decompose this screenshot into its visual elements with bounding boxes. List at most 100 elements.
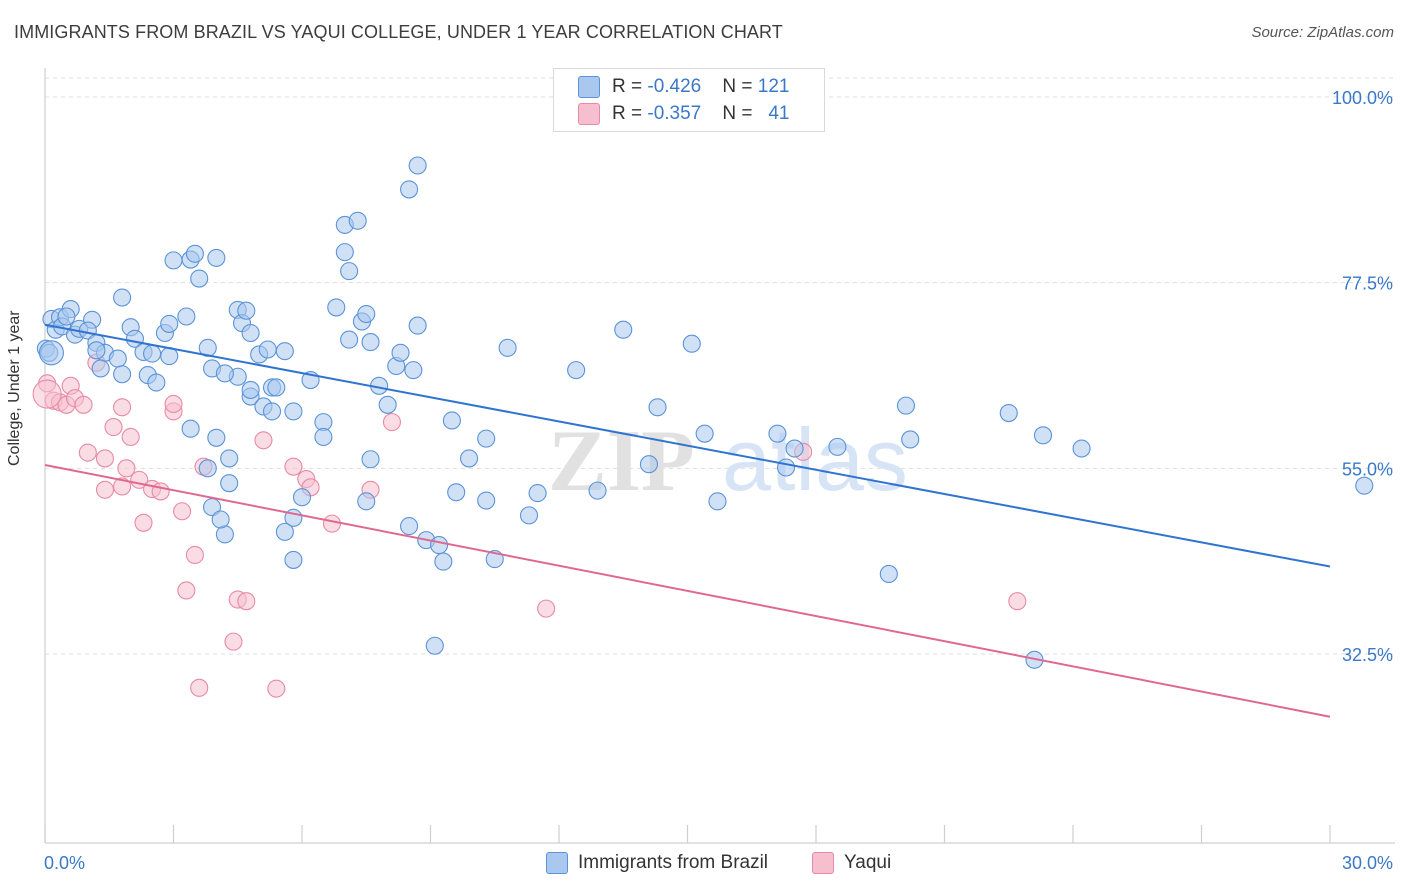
data-point: [220, 449, 239, 468]
data-point: [147, 373, 166, 392]
bottom-legend-label-brazil: Immigrants from Brazil: [578, 852, 769, 873]
data-point: [275, 342, 294, 361]
data-point: [108, 349, 127, 368]
tick-labels: 100.0% 77.5% 55.0% 32.5% 0.0% 30.0%: [44, 88, 1393, 873]
data-point: [361, 450, 380, 469]
data-point: [442, 411, 461, 430]
y-axis-label: College, Under 1 year: [6, 310, 23, 466]
data-point: [284, 457, 303, 476]
data-point: [434, 552, 453, 571]
data-point: [78, 443, 97, 462]
data-point: [459, 449, 479, 468]
data-point: [185, 545, 204, 565]
legend: R = -0.426 N = 121 R = -0.357 N = 41: [553, 68, 825, 132]
data-point: [477, 429, 496, 448]
data-point: [314, 427, 333, 447]
data-point: [215, 364, 234, 383]
source-label: Source: ZipAtlas.com: [1251, 24, 1394, 41]
data-point: [198, 459, 217, 478]
data-point: [327, 298, 346, 317]
data-point: [95, 449, 115, 468]
data-point: [160, 314, 179, 333]
data-point: [181, 419, 200, 438]
data-point: [400, 517, 419, 536]
data-point: [134, 513, 153, 532]
data-point: [357, 304, 376, 324]
data-point: [1355, 476, 1374, 495]
data-point: [695, 424, 714, 443]
data-point: [164, 394, 183, 414]
data-point: [340, 262, 359, 281]
series-yaqui-points: [32, 353, 1027, 698]
data-point: [173, 502, 192, 521]
data-point: [113, 477, 132, 496]
data-point: [151, 482, 170, 501]
data-point: [404, 361, 423, 380]
data-point: [348, 211, 367, 230]
data-point: [117, 459, 136, 478]
data-point: [708, 492, 727, 511]
data-point: [498, 338, 517, 357]
data-point: [220, 474, 239, 493]
data-point: [340, 330, 359, 349]
data-point: [143, 344, 162, 363]
watermark: ZIP atlas: [548, 410, 908, 510]
data-point: [74, 395, 93, 414]
data-point: [241, 380, 260, 399]
data-point: [648, 398, 667, 417]
data-point: [879, 564, 898, 584]
data-point: [164, 251, 183, 270]
data-point: [258, 340, 277, 359]
watermark-atlas: atlas: [722, 410, 908, 509]
data-point: [896, 396, 916, 415]
data-point: [57, 307, 76, 326]
data-point: [121, 427, 140, 447]
data-point: [91, 359, 110, 378]
data-point: [292, 488, 312, 507]
legend-swatch-brazil: [578, 76, 600, 98]
data-point: [425, 636, 444, 655]
data-point: [519, 506, 539, 525]
data-point: [776, 458, 796, 477]
data-point: [207, 248, 226, 267]
data-point: [113, 398, 132, 417]
data-point: [768, 424, 787, 443]
bottom-legend-label-yaqui: Yaqui: [844, 852, 892, 873]
data-point: [901, 430, 920, 449]
data-point: [335, 243, 354, 262]
data-point: [528, 484, 547, 503]
data-point: [588, 481, 607, 500]
data-point: [267, 679, 286, 698]
data-point: [382, 413, 402, 432]
data-point: [537, 599, 556, 618]
data-point: [211, 510, 230, 529]
data-point: [391, 343, 410, 362]
data-point: [275, 522, 294, 541]
data-point: [639, 455, 659, 474]
data-point: [254, 431, 273, 450]
data-point: [682, 334, 701, 353]
data-point: [1072, 439, 1091, 458]
data-point: [190, 678, 209, 697]
x-tick-label: 30.0%: [1342, 853, 1393, 873]
data-point: [241, 323, 260, 343]
data-point: [567, 361, 586, 380]
data-point: [262, 402, 282, 421]
bottom-legend-brazil: Immigrants from Brazil: [546, 852, 768, 874]
watermark-zip: ZIP: [548, 413, 695, 510]
data-point: [400, 180, 419, 199]
data-point: [408, 156, 427, 175]
data-point: [1008, 592, 1027, 611]
data-point: [267, 378, 286, 397]
y-tick-label: 55.0%: [1342, 459, 1393, 479]
bottom-legend-swatch-brazil: [546, 852, 568, 874]
data-point: [87, 341, 106, 360]
data-point: [614, 320, 633, 339]
data-point: [177, 581, 196, 600]
data-point: [828, 437, 847, 456]
axes: [44, 68, 1395, 844]
x-tick-label: 0.0%: [44, 853, 85, 873]
data-point: [237, 301, 256, 320]
bottom-legend-swatch-yaqui: [812, 852, 834, 874]
